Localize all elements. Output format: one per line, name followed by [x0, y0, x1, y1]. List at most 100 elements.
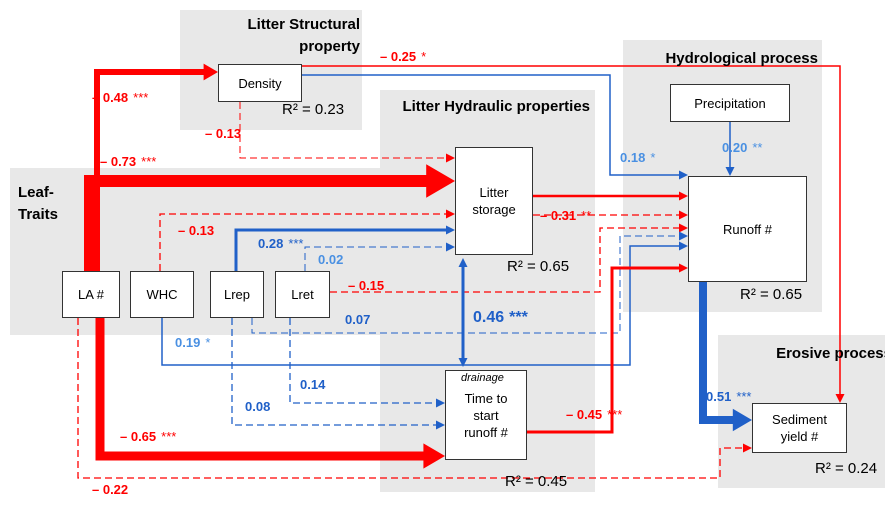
path-label: – 0.15: [348, 278, 384, 293]
node-box: WHC: [130, 271, 194, 318]
arrowhead: [732, 408, 752, 432]
path-label: 0.51 ***: [706, 389, 752, 404]
arrowhead: [446, 209, 455, 219]
path-arrow: [84, 175, 428, 271]
path-label: – 0.65 ***: [120, 429, 176, 444]
path-label: – 0.13: [178, 223, 214, 238]
path-label: – 0.48 ***: [92, 90, 148, 105]
node-box: Runoff #: [688, 176, 807, 282]
arrowhead: [426, 164, 455, 198]
group-title: Litter Hydraulic properties: [402, 98, 590, 115]
path-label: – 0.45 ***: [566, 407, 622, 422]
arrowhead: [679, 223, 688, 233]
path-label: – 0.73 ***: [100, 154, 156, 169]
arrowhead: [446, 242, 455, 252]
arrowhead: [679, 231, 688, 241]
r-squared: R² = 0.45: [505, 473, 568, 490]
arrowhead: [679, 191, 688, 201]
node-box: Precipitation: [670, 84, 790, 122]
arrowhead: [725, 167, 735, 176]
coefficient: 0.08: [245, 399, 271, 414]
arrowhead: [679, 210, 688, 220]
significance: *: [421, 49, 427, 64]
coefficient: – 0.13: [178, 223, 215, 238]
node-box: Lret: [275, 271, 330, 318]
r-squared: R² = 0.65: [507, 258, 570, 275]
significance: ***: [288, 236, 304, 251]
coefficient: 0.18: [620, 150, 646, 165]
significance: **: [581, 208, 592, 223]
arrowhead: [458, 358, 468, 367]
path-label: 0.46 ***: [473, 309, 528, 327]
significance: ***: [736, 389, 752, 404]
node-note: drainage: [461, 372, 504, 384]
group-title: Erosive process: [776, 345, 885, 362]
node-box: Time to start runoff #: [445, 370, 527, 460]
arrowhead: [679, 263, 688, 273]
path-label: – 0.31 **: [540, 208, 591, 223]
node-label: Lrep: [223, 287, 251, 302]
coefficient: 0.02: [318, 252, 344, 267]
coefficient: 0.19: [175, 335, 201, 350]
path-arrow: [161, 245, 680, 366]
coefficient: – 0.48: [92, 90, 129, 105]
r-squared: R² = 0.24: [815, 460, 878, 477]
coefficient: – 0.45: [566, 407, 603, 422]
node-label: Litter storage: [472, 185, 516, 217]
coefficient: 0.51: [706, 389, 732, 404]
node-box: Litter storage: [455, 147, 533, 255]
coefficient: 0.14: [300, 377, 326, 392]
path-arrow: [159, 213, 447, 271]
arrowhead: [458, 258, 468, 267]
path-arrow: [231, 318, 437, 426]
significance: ***: [161, 429, 177, 444]
path-label: 0.14: [300, 377, 325, 392]
node-label: Lret: [291, 287, 314, 302]
coefficient: 0.07: [345, 312, 371, 327]
r-squared: R² = 0.65: [740, 286, 803, 303]
arrowhead: [679, 170, 688, 180]
node-label: Density: [238, 75, 282, 91]
arrowhead: [446, 225, 455, 235]
node-box: Sediment yield #: [752, 403, 847, 453]
path-label: 0.02: [318, 252, 343, 267]
significance: **: [752, 140, 763, 155]
arrowhead: [436, 420, 445, 430]
coefficient: – 0.73: [100, 154, 137, 169]
path-label: 0.19 *: [175, 335, 210, 350]
group-title: Litter Structural property: [247, 16, 360, 55]
path-label: 0.07: [345, 312, 370, 327]
path-arrow: [94, 69, 205, 271]
significance: ***: [141, 154, 157, 169]
arrowhead: [203, 63, 218, 81]
r-squared: R² = 0.23: [282, 101, 345, 118]
path-label: 0.20 **: [722, 140, 762, 155]
path-label: – 0.22: [92, 482, 128, 497]
path-arrow: [304, 246, 447, 271]
path-arrow: [251, 235, 680, 334]
arrowhead: [446, 153, 455, 163]
node-label: Precipitation: [694, 95, 766, 111]
significance: *: [205, 335, 211, 350]
path-arrow: [239, 102, 447, 159]
coefficient: – 0.25: [380, 49, 417, 64]
coefficient: – 0.65: [120, 429, 157, 444]
path-arrow: [95, 318, 425, 461]
significance: ***: [133, 90, 149, 105]
arrowhead: [436, 398, 445, 408]
coefficient: – 0.31: [540, 208, 577, 223]
node-box: LA #: [62, 271, 120, 318]
coefficient: – 0.22: [92, 482, 129, 497]
node-label: WHC: [146, 287, 178, 302]
path-label: – 0.13: [205, 126, 241, 141]
path-label: – 0.25 *: [380, 49, 426, 64]
group-title: Hydrological process: [665, 50, 818, 67]
arrowhead: [679, 241, 688, 251]
path-arrow: [527, 266, 680, 434]
group-title: Leaf- Traits: [18, 184, 59, 223]
path-label: 0.18 *: [620, 150, 655, 165]
arrowhead: [423, 443, 445, 469]
coefficient: 0.46: [473, 309, 505, 326]
significance: ***: [607, 407, 623, 422]
